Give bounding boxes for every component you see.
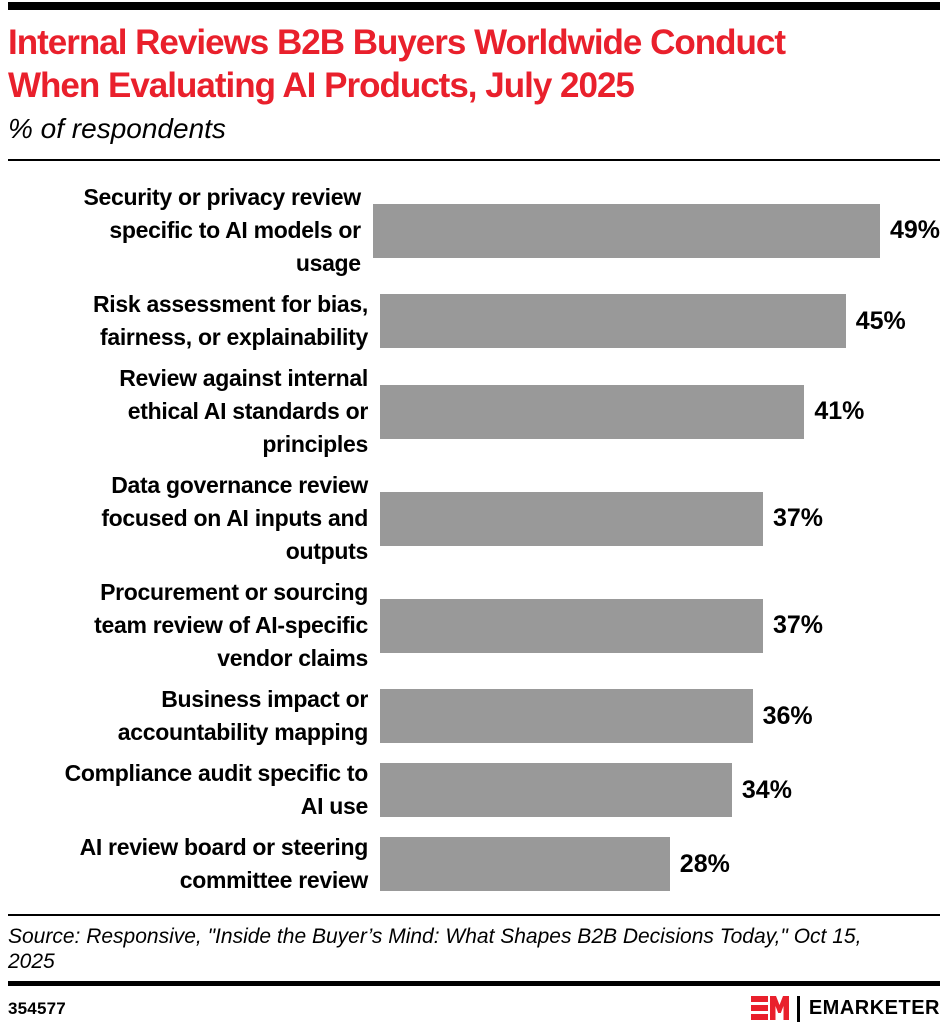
category-label: Risk assessment for bias, fairness, or e… [92, 291, 368, 350]
category-label: Business impact or accountability mappin… [117, 686, 369, 745]
bar [380, 837, 670, 891]
chart-row: Risk assessment for bias, fairness, or e… [8, 284, 940, 358]
category-label: Compliance audit specific to AI use [64, 760, 369, 819]
bar [380, 598, 763, 653]
value-label: 34% [741, 775, 792, 804]
source-note: Source: Responsive, "Inside the Buyer’s … [8, 925, 862, 973]
chart-row: Security or privacy review specific to A… [8, 177, 941, 284]
category-label: AI review board or steering committee re… [79, 834, 369, 893]
em-logo-icon [750, 996, 789, 1020]
value-label: 36% [762, 701, 813, 730]
value-label: 41% [814, 397, 865, 425]
chart-row: Compliance audit specific to AI use 34% [8, 753, 940, 827]
footer-rule [8, 914, 940, 916]
bar-chart: Security or privacy review specific to A… [8, 177, 940, 901]
category-label: Security or privacy review specific to A… [83, 184, 362, 276]
value-label: 49% [889, 216, 940, 244]
bar-area: 36% [380, 689, 940, 743]
value-label: 37% [772, 504, 823, 532]
bottom-divider-bar [8, 981, 940, 986]
logo-divider [796, 995, 800, 1022]
chart-row: Procurement or sourcing team review of A… [8, 572, 940, 679]
category-label: Data governance review focused on AI inp… [101, 472, 368, 564]
bar [372, 203, 880, 258]
emarketer-logo: EMARKETER [750, 995, 940, 1022]
bar [380, 689, 753, 743]
bar-area: 28% [380, 837, 940, 891]
bar [380, 763, 732, 817]
bar-area: 37% [380, 598, 940, 653]
bar [380, 384, 805, 439]
chart-row: AI review board or steering committee re… [8, 827, 940, 901]
category-label: Procurement or sourcing team review of A… [94, 579, 368, 671]
value-label: 45% [855, 306, 906, 335]
chart-title: Internal Reviews B2B Buyers Worldwide Co… [8, 23, 786, 105]
category-label: Review against internal ethical AI stand… [119, 365, 368, 457]
bar [380, 294, 846, 348]
bar-area: 37% [380, 491, 940, 546]
header-rule [8, 159, 940, 161]
chart-row: Business impact or accountability mappin… [8, 679, 940, 753]
top-divider-bar [8, 2, 940, 10]
brand-name: EMARKETER [808, 997, 940, 1019]
value-label: 28% [679, 849, 730, 878]
bar-area: 41% [380, 384, 940, 439]
bar [380, 491, 763, 546]
chart-row: Review against internal ethical AI stand… [8, 358, 940, 465]
footer: 354577 EMARKETER [8, 995, 940, 1022]
value-label: 37% [772, 611, 823, 639]
chart-subtitle: % of respondents [8, 113, 226, 144]
bar-area: 45% [380, 294, 940, 348]
bar-area: 34% [380, 763, 940, 817]
chart-id: 354577 [8, 998, 66, 1018]
chart-row: Data governance review focused on AI inp… [8, 465, 940, 572]
bar-area: 49% [372, 203, 940, 258]
